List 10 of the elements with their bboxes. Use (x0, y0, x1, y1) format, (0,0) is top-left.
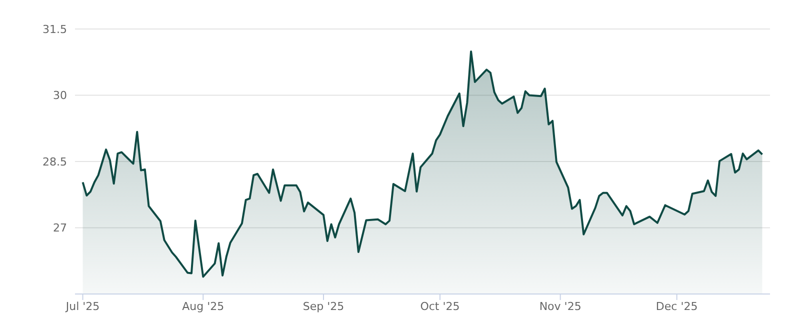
x-tick-label: Oct '25 (420, 300, 460, 313)
x-tick-label: Aug '25 (182, 300, 224, 313)
x-tick-label: Nov '25 (539, 300, 582, 313)
y-tick-label: 30 (53, 89, 67, 102)
x-tick-label: Jul '25 (64, 300, 100, 313)
y-tick-label: 28.5 (42, 155, 67, 168)
y-tick-label: 27 (53, 222, 67, 235)
x-tick-label: Dec '25 (656, 300, 698, 313)
x-tick-label: Sep '25 (302, 300, 344, 313)
y-tick-label: 31.5 (42, 22, 67, 36)
